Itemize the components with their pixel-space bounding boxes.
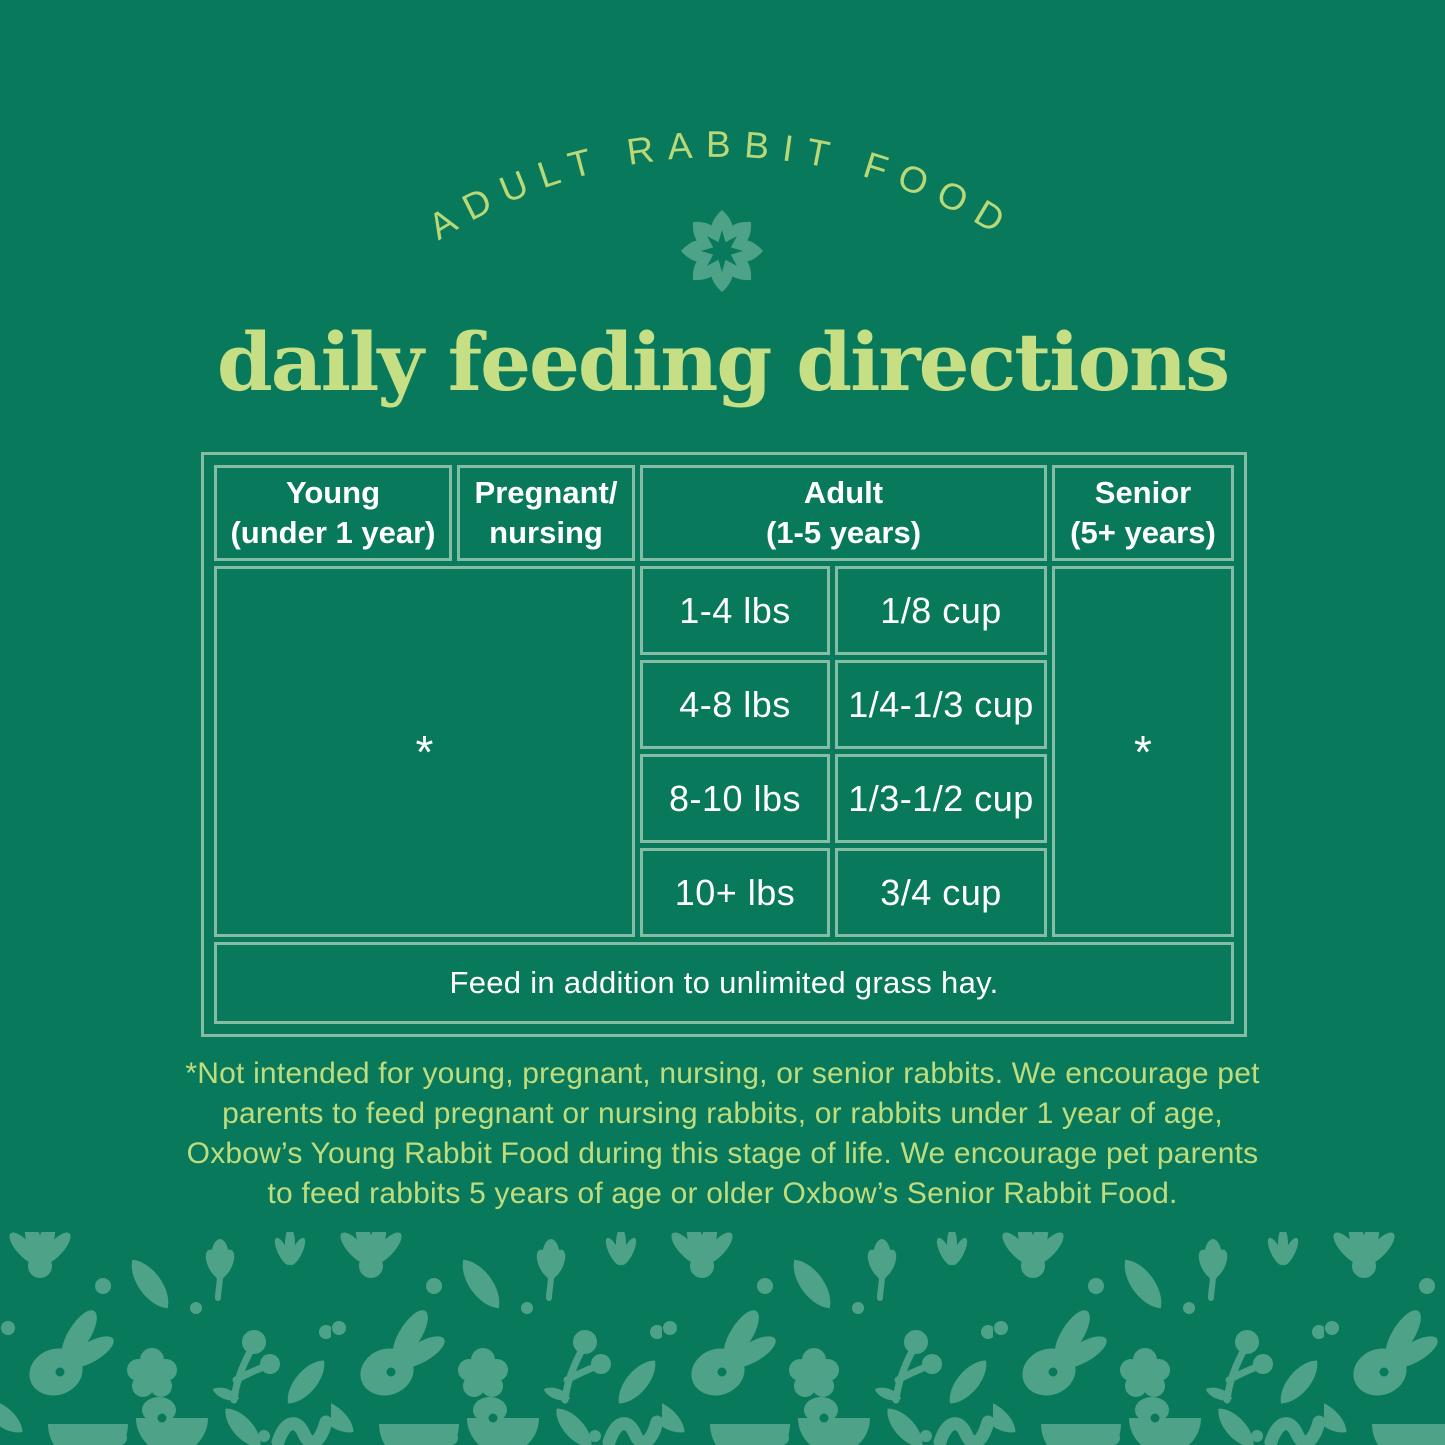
header-young: Young (under 1 year) [214,465,452,561]
table-header-row: Young (under 1 year) Pregnant/ nursing A… [214,465,1234,561]
weight-cell: 1-4 lbs [640,566,830,655]
amount-cell: 3/4 cup [835,848,1047,937]
table-row: 4-8 lbs 1/4-1/3 cup [214,660,1234,749]
table-footer-note: Feed in addition to unlimited grass hay. [214,942,1234,1024]
table-footer-row: Feed in addition to unlimited grass hay. [214,942,1234,1024]
amount-cell: 1/4-1/3 cup [835,660,1047,749]
table-row: 10+ lbs 3/4 cup [214,848,1234,937]
senior-asterisk-cell: * [1052,566,1234,937]
table-row: * 1-4 lbs 1/8 cup * [214,566,1234,937]
header-adult: Adult (1-5 years) [640,465,1047,561]
amount-cell: 1/3-1/2 cup [835,754,1047,843]
feeding-table: Young (under 1 year) Pregnant/ nursing A… [201,452,1247,1037]
header-senior: Senior (5+ years) [1052,465,1234,561]
amount-cell: 1/8 cup [835,566,1047,655]
label-header: ADULT RABBIT FOOD [421,124,1010,292]
young-pregnant-asterisk-cell: * [214,566,635,937]
decorative-pattern [0,1232,1445,1445]
weight-cell: 8-10 lbs [640,754,830,843]
footnote-text: *Not intended for young, pregnant, nursi… [185,1057,1260,1210]
page-title: daily feeding directions [216,315,1230,409]
header-pregnant-nursing: Pregnant/ nursing [457,465,635,561]
weight-cell: 4-8 lbs [640,660,830,749]
weight-cell: 10+ lbs [640,848,830,937]
rosette-flower-icon [681,210,763,292]
table-row: 8-10 lbs 1/3-1/2 cup [214,754,1234,843]
